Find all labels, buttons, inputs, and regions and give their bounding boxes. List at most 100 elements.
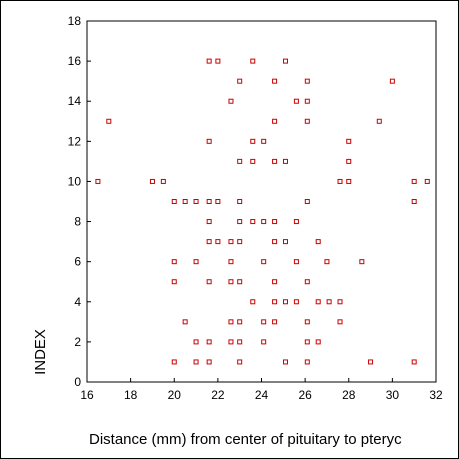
data-point (206, 199, 212, 204)
data-point (282, 239, 288, 245)
x-tick-label: 20 (168, 388, 182, 402)
data-point (228, 239, 234, 245)
x-tick-label: 26 (298, 388, 312, 402)
data-point (193, 199, 199, 204)
y-tick-label: 18 (68, 14, 82, 28)
x-axis: 16 18 20 22 24 26 28 30 32 (80, 378, 443, 402)
data-point (315, 299, 321, 305)
y-axis-title: INDEX (32, 329, 49, 375)
data-point (326, 299, 332, 305)
data-point (95, 178, 101, 184)
data-point (293, 98, 299, 104)
data-point (411, 359, 417, 365)
data-point (282, 158, 288, 164)
data-point (411, 178, 417, 184)
data-point (272, 319, 278, 325)
data-point (315, 239, 321, 245)
data-point (193, 339, 199, 345)
data-point (337, 319, 343, 325)
x-tick-label: 30 (386, 388, 400, 402)
data-point (261, 319, 267, 325)
data-point (206, 359, 212, 365)
data-point (182, 199, 188, 204)
data-point (261, 339, 267, 345)
data-point (282, 359, 288, 365)
data-point (272, 299, 278, 305)
data-point (324, 259, 330, 265)
data-point (250, 219, 256, 225)
y-tick-label: 16 (68, 54, 82, 68)
data-point (261, 259, 267, 265)
data-point (272, 239, 278, 245)
data-point (272, 78, 278, 84)
y-tick-label: 2 (74, 335, 81, 349)
data-point (228, 98, 234, 104)
data-point (304, 98, 310, 104)
data-point (193, 259, 199, 265)
data-point (250, 138, 256, 144)
data-point (206, 239, 212, 245)
data-point (293, 299, 299, 305)
y-tick-label: 0 (74, 375, 81, 389)
x-tick-label: 24 (255, 388, 269, 402)
data-point (171, 259, 177, 265)
data-point (315, 339, 321, 345)
data-point (304, 279, 310, 285)
data-point (237, 219, 243, 225)
data-point (337, 178, 343, 184)
data-point (237, 158, 243, 164)
x-tick-label: 22 (211, 388, 225, 402)
data-point (237, 359, 243, 365)
data-point (272, 118, 278, 124)
data-point (215, 199, 221, 204)
data-point (250, 158, 256, 164)
y-tick-label: 8 (74, 215, 81, 229)
data-point (215, 239, 221, 245)
data-point (206, 58, 212, 64)
x-tick-label: 18 (124, 388, 138, 402)
data-point (261, 219, 267, 225)
data-point (368, 359, 374, 365)
data-point (346, 138, 352, 144)
x-tick-label: 16 (80, 388, 94, 402)
data-point (206, 138, 212, 144)
x-tick-label: 32 (429, 388, 443, 402)
data-point (206, 339, 212, 345)
y-axis: 0 2 4 6 8 10 12 14 16 18 (68, 14, 91, 389)
data-point (376, 118, 382, 124)
data-point (304, 78, 310, 84)
data-point (149, 178, 155, 184)
data-point (272, 279, 278, 285)
data-point (293, 259, 299, 265)
data-point (293, 219, 299, 225)
data-point (346, 158, 352, 164)
y-tick-label: 12 (68, 134, 82, 148)
data-point (206, 279, 212, 285)
data-point (250, 58, 256, 64)
data-point (346, 178, 352, 184)
data-point (272, 219, 278, 225)
data-point (237, 339, 243, 345)
data-point (171, 279, 177, 285)
x-axis-title: Distance (mm) from center of pituitary t… (89, 431, 402, 448)
y-tick-label: 6 (74, 255, 81, 269)
data-point (424, 178, 430, 184)
data-point (228, 339, 234, 345)
data-point (304, 359, 310, 365)
data-point (304, 319, 310, 325)
data-point (282, 299, 288, 305)
data-point (237, 239, 243, 245)
data-point (389, 78, 395, 84)
data-point (228, 279, 234, 285)
plot-area (86, 20, 437, 383)
data-point (272, 158, 278, 164)
data-point (160, 178, 166, 184)
data-points (95, 58, 430, 365)
data-point (215, 58, 221, 64)
data-point (228, 259, 234, 265)
data-point (261, 138, 267, 144)
data-point (237, 279, 243, 285)
x-tick-label: 28 (342, 388, 356, 402)
